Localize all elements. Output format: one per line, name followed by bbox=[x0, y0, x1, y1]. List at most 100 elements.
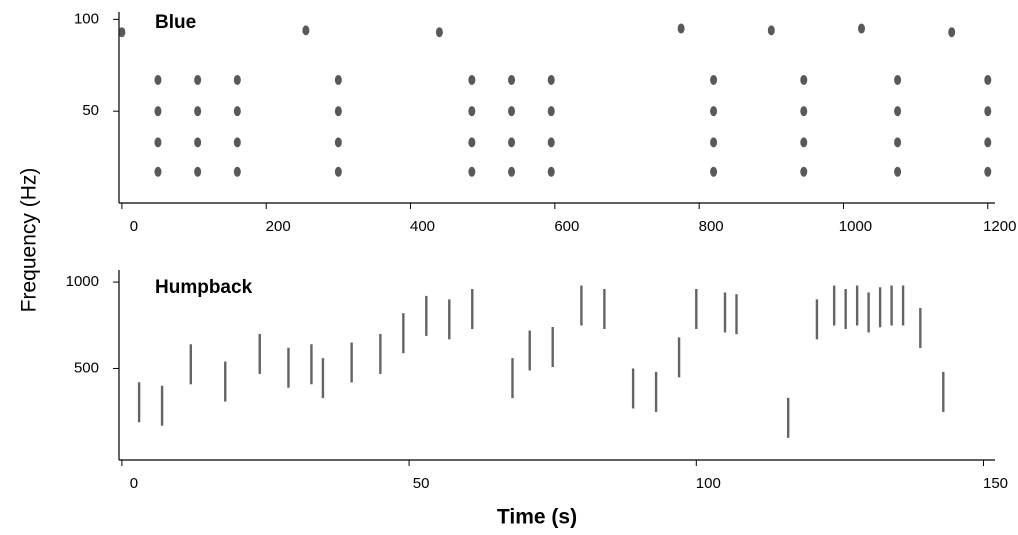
call-unit bbox=[800, 74, 808, 85]
x-tick-label: 0 bbox=[130, 218, 138, 235]
y-tick-label: 50 bbox=[82, 102, 99, 119]
call-unit bbox=[867, 292, 870, 333]
call-unit bbox=[194, 137, 202, 148]
call-unit bbox=[233, 74, 241, 85]
call-unit bbox=[154, 166, 162, 177]
call-unit bbox=[334, 106, 342, 117]
call-unit bbox=[468, 166, 476, 177]
call-unit bbox=[800, 166, 808, 177]
call-unit bbox=[855, 285, 859, 326]
call-unit bbox=[787, 397, 790, 438]
call-unit bbox=[189, 344, 193, 385]
call-unit bbox=[894, 166, 902, 177]
call-unit bbox=[321, 358, 325, 399]
x-tick-label: 100 bbox=[696, 475, 721, 492]
call-unit bbox=[258, 333, 261, 374]
call-unit bbox=[194, 106, 202, 117]
call-unit bbox=[379, 333, 382, 374]
call-unit bbox=[224, 361, 227, 402]
call-unit bbox=[435, 27, 443, 38]
call-unit bbox=[654, 371, 658, 412]
call-unit bbox=[735, 294, 738, 335]
call-unit bbox=[154, 106, 162, 117]
call-unit bbox=[710, 137, 718, 148]
call-unit bbox=[901, 285, 905, 326]
call-unit bbox=[800, 106, 808, 117]
call-unit bbox=[468, 137, 476, 148]
call-unit bbox=[528, 330, 531, 371]
call-unit bbox=[547, 106, 555, 117]
x-tick-label: 600 bbox=[554, 218, 579, 235]
chart-title: Blue bbox=[155, 12, 196, 33]
call-unit bbox=[118, 27, 126, 38]
x-tick-label: 200 bbox=[266, 218, 291, 235]
call-unit bbox=[508, 74, 516, 85]
call-unit bbox=[710, 106, 718, 117]
call-unit bbox=[800, 137, 808, 148]
call-unit bbox=[194, 74, 202, 85]
call-unit bbox=[334, 137, 342, 148]
call-unit bbox=[233, 106, 241, 117]
call-unit bbox=[984, 166, 992, 177]
call-unit bbox=[233, 137, 241, 148]
call-unit bbox=[350, 342, 353, 383]
call-unit bbox=[631, 368, 635, 409]
call-unit bbox=[878, 287, 882, 328]
call-unit bbox=[677, 337, 681, 378]
call-unit bbox=[137, 382, 141, 423]
call-unit bbox=[468, 74, 476, 85]
call-unit bbox=[890, 285, 893, 326]
call-unit bbox=[547, 74, 555, 85]
call-unit bbox=[425, 295, 428, 336]
call-unit bbox=[551, 327, 554, 367]
y-tick-label: 500 bbox=[74, 359, 99, 376]
call-unit bbox=[233, 166, 241, 177]
call-unit bbox=[894, 106, 902, 117]
call-unit bbox=[154, 74, 162, 85]
call-unit bbox=[508, 137, 516, 148]
call-unit bbox=[710, 74, 718, 85]
call-unit bbox=[858, 23, 866, 34]
call-unit bbox=[832, 285, 836, 326]
call-unit bbox=[287, 347, 290, 388]
y-tick-label: 1000 bbox=[66, 273, 99, 290]
call-unit bbox=[302, 25, 310, 36]
call-unit bbox=[334, 74, 342, 85]
call-unit bbox=[984, 137, 992, 148]
call-unit bbox=[677, 23, 685, 34]
x-tick-label: 50 bbox=[413, 475, 430, 492]
call-unit bbox=[894, 74, 902, 85]
call-unit bbox=[723, 292, 727, 333]
x-tick-label: 1000 bbox=[839, 218, 872, 235]
x-tick-label: 150 bbox=[983, 475, 1008, 492]
call-unit bbox=[815, 299, 819, 340]
call-unit bbox=[402, 313, 405, 354]
call-unit bbox=[160, 385, 164, 426]
call-unit bbox=[194, 166, 202, 177]
call-unit bbox=[508, 106, 516, 117]
call-unit bbox=[894, 137, 902, 148]
y-tick-label: 100 bbox=[74, 10, 99, 27]
call-unit bbox=[844, 289, 847, 329]
x-axis-label: Time (s) bbox=[497, 506, 577, 529]
y-axis-label: Frequency (Hz) bbox=[18, 168, 41, 313]
call-unit bbox=[767, 25, 775, 36]
call-unit bbox=[334, 166, 342, 177]
call-unit bbox=[468, 106, 476, 117]
x-tick-label: 400 bbox=[410, 218, 435, 235]
call-unit bbox=[547, 137, 555, 148]
call-unit bbox=[310, 344, 313, 385]
call-unit bbox=[942, 371, 945, 412]
call-unit bbox=[154, 137, 162, 148]
call-unit bbox=[508, 166, 516, 177]
call-unit bbox=[710, 166, 718, 177]
call-unit bbox=[580, 285, 583, 326]
x-tick-label: 1200 bbox=[983, 218, 1016, 235]
call-unit bbox=[471, 289, 474, 329]
x-tick-label: 0 bbox=[130, 475, 138, 492]
x-tick-label: 800 bbox=[699, 218, 724, 235]
call-unit bbox=[547, 166, 555, 177]
call-unit bbox=[984, 106, 992, 117]
